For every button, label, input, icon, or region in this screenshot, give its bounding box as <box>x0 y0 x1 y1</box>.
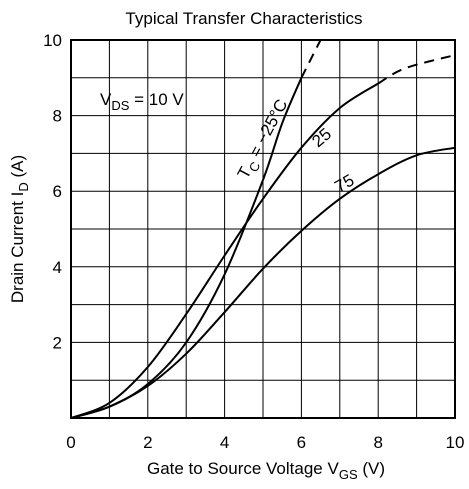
y-tick-label: 4 <box>53 258 62 277</box>
curves <box>71 40 455 418</box>
x-tick-label: 0 <box>66 433 75 452</box>
grid-lines <box>71 40 455 418</box>
plot-frame <box>70 39 456 419</box>
x-tick-label: 10 <box>446 433 465 452</box>
x-tick-label: 6 <box>297 433 306 452</box>
curve-25-dashed <box>377 54 455 85</box>
x-tick-label: 2 <box>143 433 152 452</box>
curve-75-label: 75 <box>332 171 358 197</box>
x-tick-label: 8 <box>373 433 382 452</box>
y-tick-label: 2 <box>53 333 62 352</box>
curve-25-label: 25 <box>308 124 335 151</box>
x-tick-labels: 0 2 4 6 8 10 <box>66 433 464 452</box>
y-axis-label: Drain Current ID (A) <box>8 155 31 303</box>
tc-minus-25-label: TC = −25°C <box>234 96 295 184</box>
curve-75-solid <box>71 146 455 418</box>
y-tick-label: 8 <box>53 107 62 126</box>
chart-title: Typical Transfer Characteristics <box>125 9 362 28</box>
x-tick-label: 4 <box>220 433 229 452</box>
y-tick-labels: 2 4 6 8 10 <box>43 31 62 352</box>
y-tick-label: 10 <box>43 31 62 50</box>
y-tick-label: 6 <box>53 182 62 201</box>
curve--25-dashed <box>300 40 322 79</box>
curve-25-solid <box>71 82 379 418</box>
x-axis-label: Gate to Source Voltage VGS (V) <box>147 459 385 482</box>
vds-condition-label: VDS = 10 V <box>100 90 184 113</box>
